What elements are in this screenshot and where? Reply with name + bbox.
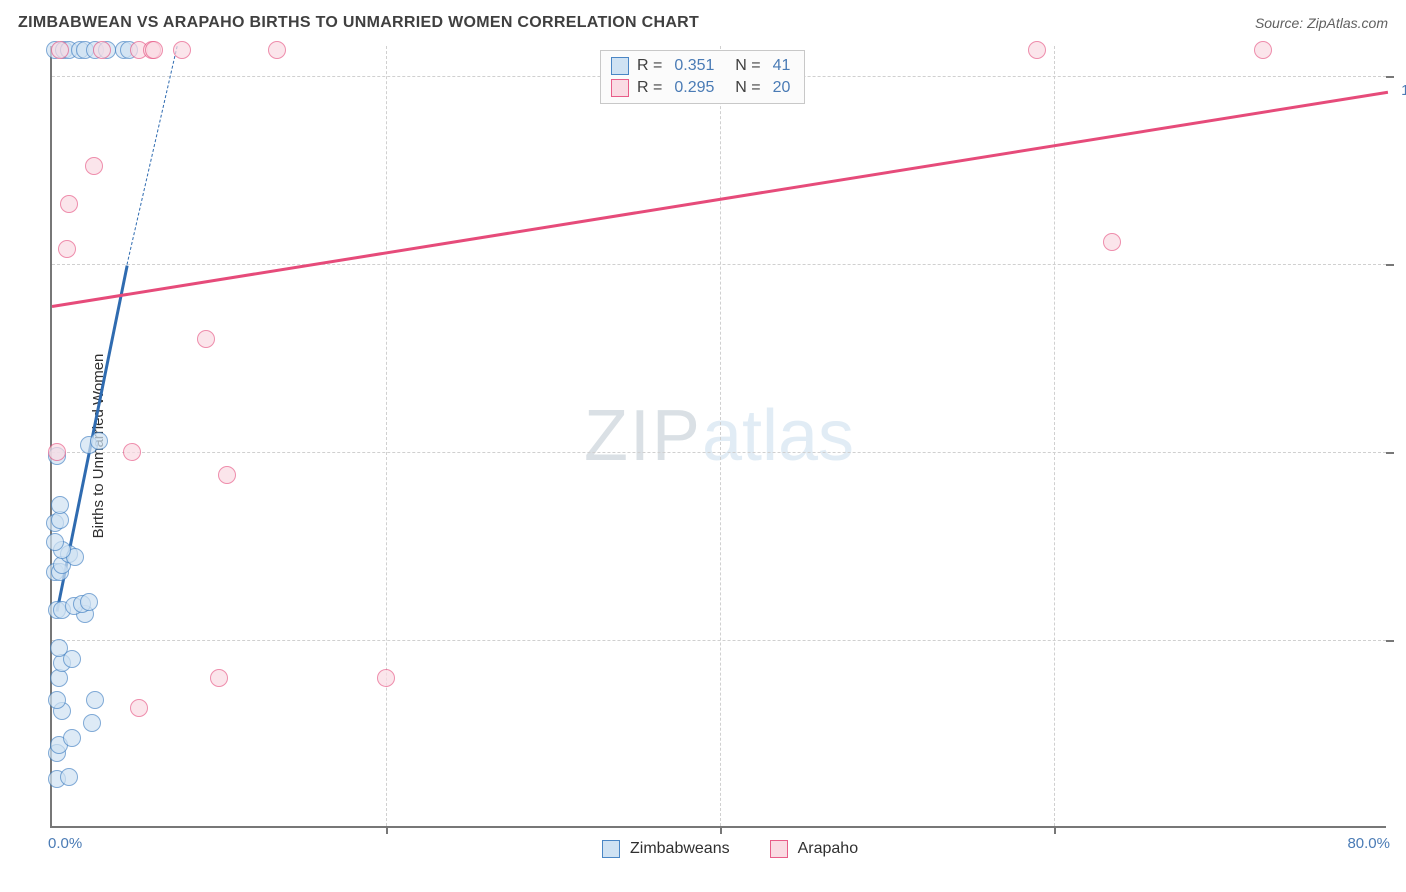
x-tick-label: 0.0% — [48, 835, 82, 852]
bottom-legend: Zimbabweans Arapaho — [602, 840, 858, 858]
scatter-point — [80, 593, 98, 611]
scatter-point — [173, 41, 191, 59]
stat-r-label: R = — [637, 79, 662, 97]
chart-container: ZIMBABWEAN VS ARAPAHO BIRTHS TO UNMARRIE… — [0, 0, 1406, 892]
scatter-point — [1103, 233, 1121, 251]
trend-line — [127, 46, 178, 264]
stat-n-value: 20 — [769, 79, 795, 97]
stats-legend-box: R = 0.351 N = 41R = 0.295 N = 20 — [600, 50, 805, 104]
legend-label: Arapaho — [798, 840, 859, 858]
y-tick — [1386, 264, 1394, 266]
scatter-point — [58, 240, 76, 258]
gridline-horizontal — [52, 640, 1386, 641]
stats-row: R = 0.295 N = 20 — [611, 77, 794, 99]
scatter-point — [60, 768, 78, 786]
stat-n-value: 41 — [769, 57, 795, 75]
x-tick — [1054, 826, 1056, 834]
scatter-point — [210, 669, 228, 687]
y-tick-label: 100.0% — [1396, 82, 1406, 99]
scatter-point — [268, 41, 286, 59]
scatter-point — [48, 691, 66, 709]
scatter-point — [93, 41, 111, 59]
gridline-vertical — [1054, 46, 1055, 826]
y-tick — [1386, 452, 1394, 454]
header: ZIMBABWEAN VS ARAPAHO BIRTHS TO UNMARRIE… — [18, 8, 1388, 38]
scatter-point — [48, 443, 66, 461]
stat-r-value: 0.351 — [670, 57, 718, 75]
chart-title: ZIMBABWEAN VS ARAPAHO BIRTHS TO UNMARRIE… — [18, 14, 699, 32]
scatter-point — [83, 714, 101, 732]
scatter-point — [85, 157, 103, 175]
source-attribution: Source: ZipAtlas.com — [1255, 15, 1388, 31]
scatter-point — [90, 432, 108, 450]
stats-row: R = 0.351 N = 41 — [611, 55, 794, 77]
stat-n-label: N = — [726, 79, 760, 97]
scatter-point — [218, 466, 236, 484]
x-tick-label: 80.0% — [1347, 835, 1390, 852]
scatter-point — [50, 639, 68, 657]
scatter-point — [130, 699, 148, 717]
scatter-point — [46, 533, 64, 551]
stat-n-label: N = — [726, 57, 760, 75]
gridline-vertical — [386, 46, 387, 826]
y-tick — [1386, 76, 1394, 78]
scatter-point — [51, 41, 69, 59]
y-tick-label: 75.0% — [1396, 270, 1406, 287]
y-tick — [1386, 640, 1394, 642]
y-tick-label: 25.0% — [1396, 646, 1406, 663]
gridline-horizontal — [52, 452, 1386, 453]
x-tick — [720, 826, 722, 834]
scatter-point — [51, 496, 69, 514]
legend-label: Zimbabweans — [630, 840, 730, 858]
gridline-horizontal — [52, 264, 1386, 265]
scatter-point — [60, 195, 78, 213]
scatter-point — [123, 443, 141, 461]
y-tick-label: 50.0% — [1396, 458, 1406, 475]
legend-swatch — [602, 840, 620, 858]
legend-swatch — [611, 57, 629, 75]
legend-swatch — [611, 79, 629, 97]
watermark: ZIPatlas — [584, 395, 854, 477]
gridline-vertical — [720, 46, 721, 826]
scatter-point — [86, 691, 104, 709]
scatter-point — [145, 41, 163, 59]
scatter-point — [197, 330, 215, 348]
scatter-point — [1254, 41, 1272, 59]
scatter-point — [377, 669, 395, 687]
legend-swatch — [770, 840, 788, 858]
scatter-point — [1028, 41, 1046, 59]
stat-r-value: 0.295 — [670, 79, 718, 97]
scatter-point — [63, 729, 81, 747]
x-tick — [386, 826, 388, 834]
scatter-point — [50, 669, 68, 687]
plot-area: ZIPatlas 25.0%50.0%75.0%100.0%0.0%80.0%R… — [50, 46, 1386, 828]
stat-r-label: R = — [637, 57, 662, 75]
